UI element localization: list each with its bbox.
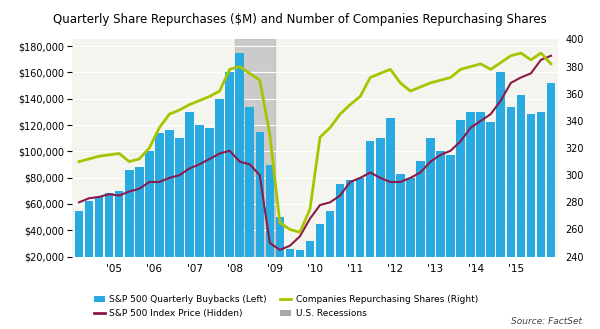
Bar	[396, 174, 404, 283]
Bar	[105, 193, 113, 283]
Text: Quarterly Share Repurchases ($M) and Number of Companies Repurchasing Shares: Quarterly Share Repurchases ($M) and Num…	[53, 13, 547, 26]
Bar	[446, 155, 455, 283]
Bar	[336, 184, 344, 283]
Bar	[205, 128, 214, 283]
Bar	[457, 120, 465, 283]
Bar	[275, 217, 284, 283]
Bar	[95, 197, 103, 283]
Bar	[226, 72, 234, 283]
Bar	[306, 241, 314, 283]
Bar	[517, 95, 525, 283]
Bar	[266, 164, 274, 283]
Bar	[386, 118, 395, 283]
Bar	[547, 83, 555, 283]
Bar	[366, 141, 374, 283]
Bar	[235, 39, 275, 257]
Bar	[296, 250, 304, 283]
Bar	[536, 112, 545, 283]
Bar	[416, 161, 425, 283]
Bar	[85, 201, 94, 283]
Bar	[215, 99, 224, 283]
Bar	[406, 178, 415, 283]
Bar	[346, 180, 355, 283]
Bar	[326, 211, 334, 283]
Bar	[356, 178, 364, 283]
Bar	[527, 114, 535, 283]
Bar	[476, 112, 485, 283]
Text: Source: FactSet: Source: FactSet	[511, 317, 582, 326]
Bar	[155, 133, 164, 283]
Bar	[496, 72, 505, 283]
Bar	[466, 112, 475, 283]
Bar	[165, 130, 173, 283]
Bar	[235, 53, 244, 283]
Bar	[185, 112, 194, 283]
Bar	[316, 224, 324, 283]
Bar	[145, 151, 154, 283]
Bar	[195, 125, 204, 283]
Bar	[115, 191, 124, 283]
Bar	[125, 170, 134, 283]
Bar	[487, 122, 495, 283]
Bar	[135, 167, 143, 283]
Bar	[436, 151, 445, 283]
Bar	[175, 138, 184, 283]
Bar	[256, 132, 264, 283]
Legend: S&P 500 Quarterly Buybacks (Left), S&P 500 Index Price (Hidden), Companies Repur: S&P 500 Quarterly Buybacks (Left), S&P 5…	[90, 292, 482, 321]
Bar	[245, 107, 254, 283]
Bar	[506, 107, 515, 283]
Bar	[286, 249, 294, 283]
Bar	[75, 211, 83, 283]
Bar	[426, 138, 435, 283]
Bar	[376, 138, 385, 283]
